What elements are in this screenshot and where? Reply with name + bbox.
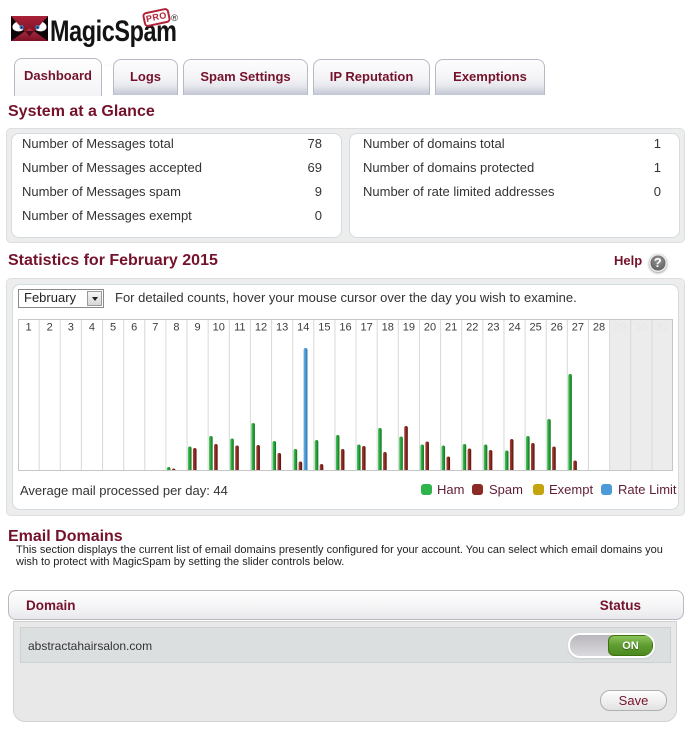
svg-text:26: 26 [551, 322, 563, 334]
svg-text:5: 5 [110, 322, 116, 334]
svg-text:27: 27 [572, 322, 584, 334]
svg-text:29: 29 [614, 322, 626, 334]
svg-text:8: 8 [173, 322, 179, 334]
svg-text:31: 31 [656, 322, 668, 334]
svg-text:17: 17 [361, 322, 373, 334]
svg-text:3: 3 [68, 322, 74, 334]
svg-text:30: 30 [635, 322, 647, 334]
svg-text:6: 6 [131, 322, 137, 334]
svg-text:7: 7 [152, 322, 158, 334]
svg-text:24: 24 [508, 322, 520, 334]
svg-text:13: 13 [276, 322, 288, 334]
svg-text:10: 10 [213, 322, 225, 334]
svg-text:25: 25 [530, 322, 542, 334]
svg-text:2: 2 [47, 322, 53, 334]
svg-text:12: 12 [255, 322, 267, 334]
svg-text:23: 23 [487, 322, 499, 334]
svg-text:4: 4 [89, 322, 95, 334]
svg-text:16: 16 [339, 322, 351, 334]
svg-text:9: 9 [195, 322, 201, 334]
svg-text:22: 22 [466, 322, 478, 334]
svg-text:11: 11 [234, 322, 245, 334]
svg-text:18: 18 [382, 322, 394, 334]
svg-text:15: 15 [318, 322, 330, 334]
svg-text:28: 28 [593, 322, 605, 334]
svg-text:19: 19 [403, 322, 415, 334]
svg-text:14: 14 [297, 322, 309, 334]
svg-text:1: 1 [25, 322, 31, 334]
svg-text:20: 20 [424, 322, 436, 334]
svg-text:21: 21 [445, 322, 457, 334]
